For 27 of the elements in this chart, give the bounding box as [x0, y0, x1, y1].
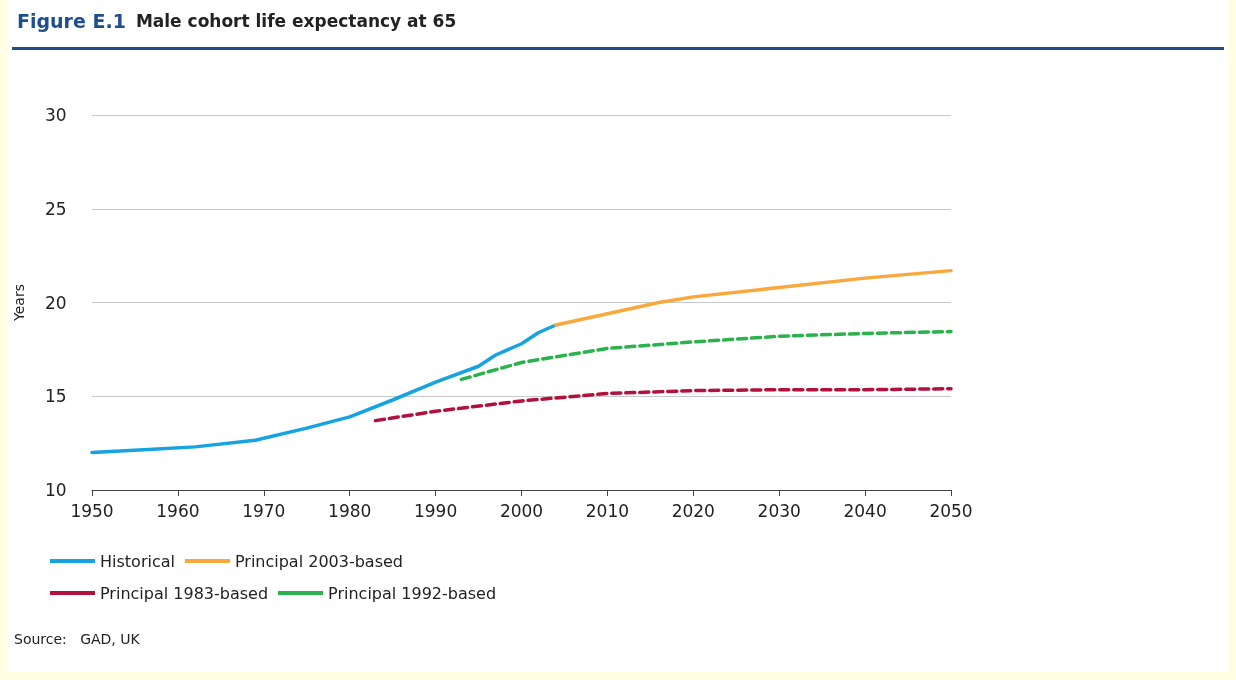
x-tick-label: 1970	[242, 500, 286, 521]
y-tick-label: 10	[45, 480, 67, 500]
x-tick-label: 2030	[757, 500, 801, 521]
x-tick-label: 1990	[413, 500, 458, 521]
x-tick-label: 2040	[843, 500, 887, 521]
y-tick-label: 25	[45, 198, 67, 219]
y-tick-label: 30	[45, 105, 67, 125]
line-series	[554, 268, 953, 327]
x-tick-label: 2020	[671, 500, 715, 521]
x-tick-label: 1980	[328, 500, 372, 521]
line-series	[90, 323, 558, 455]
x-tick-label: 1950	[70, 500, 114, 521]
chart-title: Figure E.1 Male cohort life expectancy at 65	[17, 9, 457, 32]
x-tick-label: 2000	[499, 500, 544, 521]
legend-label: Historical	[100, 551, 175, 571]
legend-label: Principal 2003-based	[234, 551, 404, 571]
legend-label: Principal 1992-based	[328, 583, 497, 603]
source-note: Source: GAD, UK	[14, 631, 141, 647]
x-tick-label: 2050	[929, 500, 973, 521]
y-tick-label: 15	[45, 386, 67, 407]
line-series	[373, 387, 953, 423]
legend-label: Principal 1983-based	[100, 583, 269, 603]
line-series	[459, 329, 953, 382]
y-axis-title: Years	[11, 284, 27, 322]
x-tick-label: 1960	[156, 500, 200, 521]
x-tick-label: 2010	[585, 500, 630, 521]
y-tick-label: 20	[45, 292, 67, 313]
